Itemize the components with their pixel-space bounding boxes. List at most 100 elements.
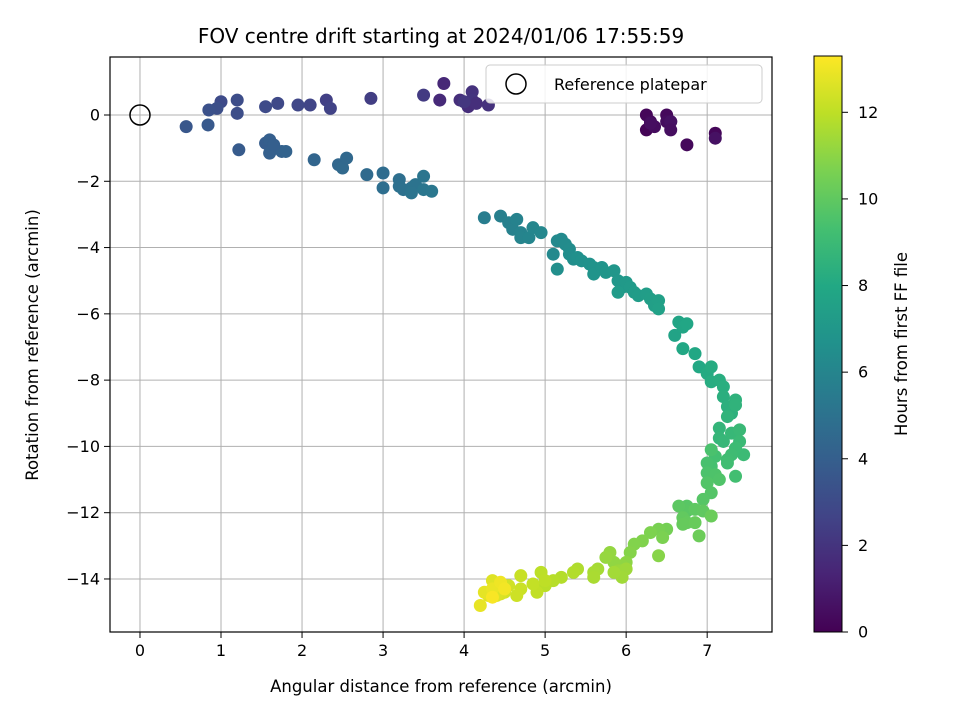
data-point bbox=[676, 342, 690, 356]
y-tick-label: −14 bbox=[66, 569, 100, 588]
data-point bbox=[672, 499, 686, 513]
colorbar-tick-label: 12 bbox=[858, 103, 878, 122]
data-point bbox=[271, 96, 285, 110]
data-point bbox=[417, 169, 431, 183]
data-point bbox=[201, 118, 215, 132]
data-point bbox=[676, 517, 690, 531]
data-point bbox=[303, 98, 317, 112]
data-point bbox=[692, 529, 706, 543]
data-point bbox=[510, 589, 524, 603]
data-point bbox=[607, 264, 621, 278]
data-point bbox=[473, 598, 487, 612]
y-tick-label: −6 bbox=[76, 304, 100, 323]
data-point bbox=[700, 476, 714, 490]
data-point bbox=[704, 509, 718, 523]
x-ticks: 0 1 2 3 4 5 6 7 bbox=[135, 632, 712, 660]
data-points bbox=[129, 77, 751, 612]
data-point bbox=[522, 231, 536, 245]
legend: Reference platepar bbox=[485, 64, 763, 104]
y-tick-label: −10 bbox=[66, 437, 100, 456]
x-tick-label: 1 bbox=[216, 641, 226, 660]
colorbar-tick-label: 10 bbox=[858, 189, 878, 208]
legend-marker-icon bbox=[505, 73, 527, 95]
data-point bbox=[232, 143, 246, 157]
y-tick-label: 0 bbox=[90, 105, 100, 124]
data-point bbox=[360, 168, 374, 182]
data-point bbox=[720, 456, 734, 470]
data-point bbox=[656, 531, 670, 545]
x-tick-label: 7 bbox=[702, 641, 712, 660]
colorbar-tick-label: 2 bbox=[858, 536, 868, 555]
colorbar-tick-label: 6 bbox=[858, 363, 868, 382]
data-point bbox=[652, 549, 666, 563]
data-point bbox=[696, 492, 710, 506]
data-point bbox=[704, 443, 718, 457]
x-tick-label: 0 bbox=[135, 641, 145, 660]
data-point bbox=[700, 456, 714, 470]
data-point bbox=[680, 138, 694, 152]
data-point bbox=[307, 153, 321, 167]
x-tick-label: 3 bbox=[378, 641, 388, 660]
data-point bbox=[404, 186, 418, 200]
data-point bbox=[643, 116, 657, 130]
data-point bbox=[587, 570, 601, 584]
y-tick-label: −12 bbox=[66, 503, 100, 522]
data-point bbox=[712, 421, 726, 435]
data-point bbox=[599, 550, 613, 564]
data-point bbox=[230, 93, 244, 107]
data-point bbox=[611, 285, 625, 299]
data-point bbox=[179, 120, 193, 134]
data-point bbox=[510, 212, 524, 226]
reference-marker bbox=[129, 104, 151, 126]
x-axis-label: Angular distance from reference (arcmin) bbox=[270, 677, 612, 696]
colorbar-tick-label: 4 bbox=[858, 449, 868, 468]
colorbar-tick-label: 0 bbox=[858, 623, 868, 642]
data-point bbox=[457, 95, 471, 109]
x-tick-label: 6 bbox=[621, 641, 631, 660]
data-point bbox=[668, 328, 682, 342]
data-point bbox=[716, 434, 730, 448]
data-point bbox=[546, 247, 560, 261]
y-ticks: 0 −2 −4 −6 −8 −10 −12 −14 bbox=[66, 105, 110, 588]
data-point bbox=[469, 96, 483, 110]
data-point bbox=[433, 93, 447, 107]
data-point bbox=[230, 106, 244, 120]
data-point bbox=[437, 77, 451, 91]
data-point bbox=[267, 138, 281, 152]
data-point bbox=[664, 123, 678, 137]
data-point bbox=[716, 380, 730, 394]
data-point bbox=[623, 545, 637, 559]
y-axis-label: Rotation from reference (arcmin) bbox=[23, 209, 42, 481]
data-point bbox=[526, 577, 540, 591]
data-point bbox=[477, 211, 491, 225]
data-point bbox=[291, 98, 305, 112]
y-tick-label: −8 bbox=[76, 371, 100, 390]
data-point bbox=[550, 262, 564, 276]
data-point bbox=[538, 574, 552, 588]
data-point bbox=[716, 390, 730, 404]
data-point bbox=[485, 590, 499, 604]
data-point bbox=[688, 347, 702, 361]
data-point bbox=[514, 569, 528, 583]
data-point bbox=[688, 516, 702, 530]
data-point bbox=[566, 565, 580, 579]
data-point bbox=[417, 88, 431, 102]
x-tick-label: 5 bbox=[540, 641, 550, 660]
data-point bbox=[323, 101, 337, 115]
y-tick-label: −4 bbox=[76, 238, 100, 257]
x-tick-label: 2 bbox=[297, 641, 307, 660]
colorbar bbox=[813, 55, 843, 633]
data-point bbox=[425, 184, 439, 198]
data-point bbox=[720, 410, 734, 424]
data-point bbox=[712, 473, 726, 487]
data-point bbox=[643, 526, 657, 540]
data-point bbox=[340, 151, 354, 165]
legend-label: Reference platepar bbox=[554, 75, 707, 94]
data-point bbox=[607, 565, 621, 579]
chart-title: FOV centre drift starting at 2024/01/06 … bbox=[198, 24, 684, 48]
grid-lines bbox=[110, 57, 772, 632]
data-point bbox=[376, 166, 390, 180]
plot-frame bbox=[109, 56, 773, 633]
y-tick-label: −2 bbox=[76, 172, 100, 191]
